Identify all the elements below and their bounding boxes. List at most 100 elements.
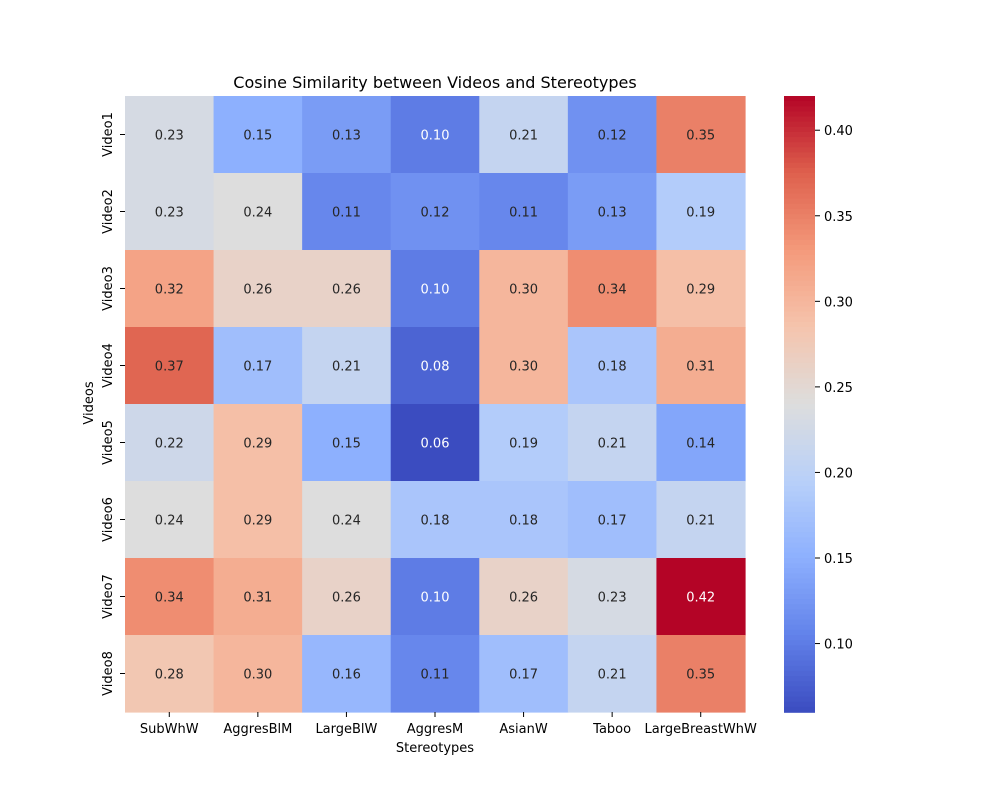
colorbar-segment: [784, 301, 815, 308]
colorbar-segment: [784, 275, 815, 282]
colorbar-segment: [784, 588, 815, 595]
y-axis-label: Videos: [82, 381, 97, 424]
x-tick-label: LargeBlW: [315, 722, 377, 737]
heatmap-cell: [567, 250, 658, 328]
cell-value-label: 0.26: [332, 591, 361, 606]
y-tick-label: Video1: [101, 112, 116, 157]
colorbar-segment: [784, 635, 815, 641]
colorbar-segment: [784, 239, 815, 246]
colorbar-segment: [784, 537, 815, 544]
colorbar-segment: [784, 373, 815, 380]
colorbar-tick-label: 0.30: [824, 295, 853, 310]
heatmap-cell: [567, 96, 658, 174]
x-axis-label: Stereotypes: [396, 741, 474, 756]
colorbar-segment: [784, 522, 815, 528]
cell-value-label: 0.16: [332, 668, 361, 683]
colorbar-segment: [784, 681, 815, 688]
cell-value-label: 0.28: [155, 668, 184, 683]
colorbar-segment: [784, 388, 815, 395]
colorbar-segment: [784, 208, 815, 215]
colorbar-segment: [784, 516, 815, 523]
colorbar-segment: [784, 234, 815, 241]
colorbar-segment: [784, 183, 815, 190]
cell-value-label: 0.30: [243, 668, 272, 683]
cell-value-label: 0.19: [686, 206, 715, 221]
colorbar-segment: [784, 640, 815, 647]
colorbar-segment: [784, 629, 815, 636]
colorbar-segment: [784, 409, 815, 416]
heatmap-cell: [656, 96, 746, 174]
heatmap-cell: [567, 404, 658, 482]
colorbar-segment: [784, 419, 815, 426]
colorbar-segment: [784, 311, 815, 318]
y-tick-label: Video6: [101, 497, 116, 542]
colorbar-segment: [784, 460, 815, 467]
heatmap-cell: [213, 96, 303, 174]
heatmap-cell: [390, 558, 480, 636]
heatmap-cells: 0.23 0.15 0.13 0.10 0.21 0.12 0.35 0.23 0.24 0.11…: [125, 96, 746, 713]
colorbar-segment: [784, 599, 815, 605]
colorbar-segment: [784, 660, 815, 667]
colorbar-segment: [784, 655, 815, 662]
colorbar-segment: [784, 491, 815, 498]
colorbar-segment: [784, 398, 815, 405]
colorbar-segment: [784, 424, 815, 431]
colorbar-segment: [784, 327, 815, 333]
cell-value-label: 0.21: [598, 668, 627, 683]
cell-value-label: 0.35: [686, 668, 715, 683]
colorbar-segment: [784, 198, 815, 205]
heatmap-cell: [125, 635, 215, 713]
heatmap-cell: [567, 481, 658, 559]
heatmap-cell: [213, 481, 303, 559]
colorbar-segment: [784, 686, 815, 693]
cell-value-label: 0.18: [421, 514, 450, 529]
colorbar-segment: [784, 470, 815, 477]
colorbar-segment: [784, 368, 815, 374]
colorbar-segment: [784, 378, 815, 385]
colorbar-segment: [784, 316, 815, 323]
cell-value-label: 0.15: [243, 129, 272, 144]
cell-value-label: 0.23: [598, 591, 627, 606]
heatmap-cell: [302, 481, 392, 559]
colorbar-segment: [784, 393, 815, 400]
cell-value-label: 0.11: [509, 206, 538, 221]
heatmap-cell: [302, 250, 392, 328]
colorbar-segment: [784, 578, 815, 585]
cell-value-label: 0.17: [243, 360, 272, 375]
heatmap-cell: [213, 173, 303, 251]
colorbar-segment: [784, 383, 815, 390]
heatmap-cell: [213, 558, 303, 636]
heatmap-cell: [125, 250, 215, 328]
x-tick-label: Taboo: [592, 722, 631, 737]
colorbar-segment: [784, 691, 815, 698]
colorbar-segment: [784, 250, 815, 256]
colorbar-segment: [784, 583, 815, 590]
heatmap-cell: [390, 635, 480, 713]
colorbar-segment: [784, 450, 815, 457]
heatmap-cell: [479, 635, 569, 713]
heatmap-cell: [656, 404, 746, 482]
heatmap-cell: [213, 327, 303, 405]
colorbar-segment: [784, 178, 815, 185]
heatmap-cell: [479, 96, 569, 174]
y-tick-label: Video8: [101, 651, 116, 696]
colorbar-segment: [784, 101, 815, 108]
cell-value-label: 0.31: [686, 360, 715, 375]
colorbar-segment: [784, 106, 815, 113]
heatmap-cell: [656, 327, 746, 405]
cell-value-label: 0.08: [421, 360, 450, 375]
cell-value-label: 0.06: [421, 437, 450, 452]
cell-value-label: 0.21: [509, 129, 538, 144]
cell-value-label: 0.21: [686, 514, 715, 529]
cell-value-label: 0.24: [332, 514, 361, 529]
colorbar-segment: [784, 167, 815, 174]
cell-value-label: 0.32: [155, 283, 184, 298]
colorbar-segment: [784, 265, 815, 272]
colorbar-segment: [784, 547, 815, 554]
colorbar-segment: [784, 496, 815, 503]
chart-title: Cosine Similarity between Videos and Ste…: [233, 73, 636, 92]
heatmap-cell: [479, 558, 569, 636]
heatmap-cell: [125, 173, 215, 251]
